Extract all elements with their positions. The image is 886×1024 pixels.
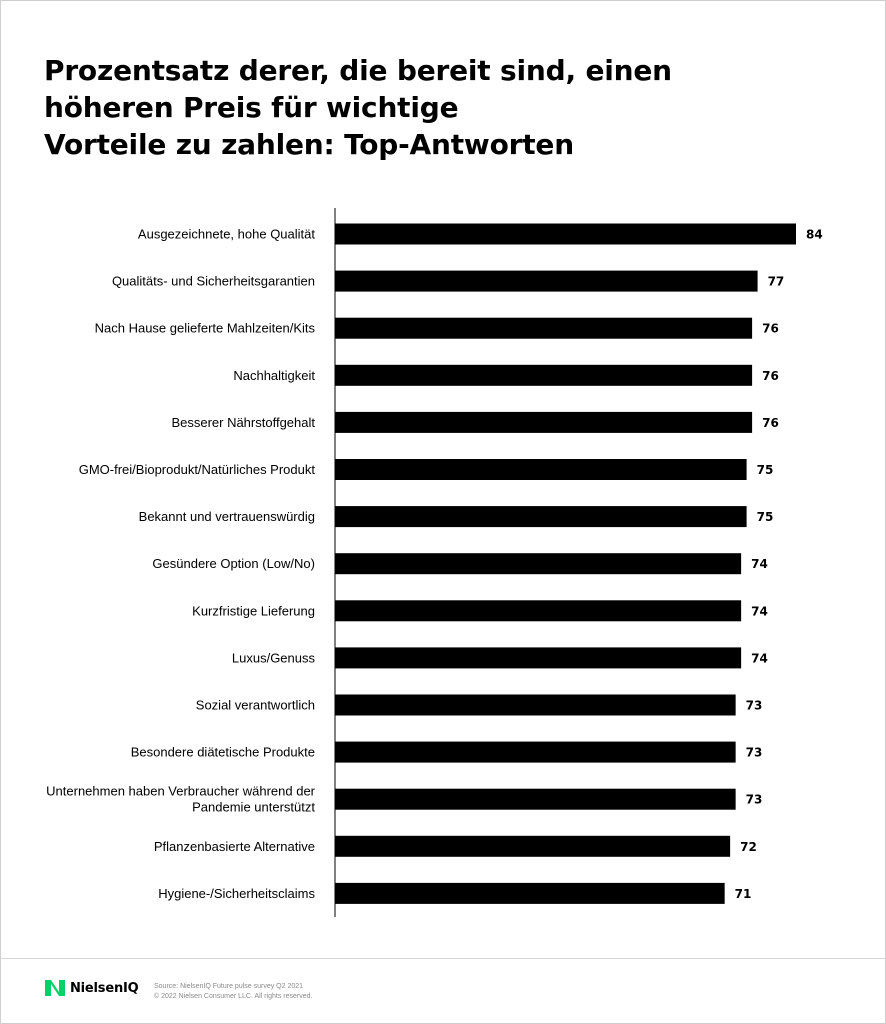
data-label: 72 (740, 840, 757, 854)
bar (335, 553, 742, 575)
data-label: 76 (762, 322, 779, 336)
category-label: GMO-frei/Bioprodukt/Natürliches Produkt (79, 462, 316, 477)
copyright-line: © 2022 Nielsen Consumer LLC. All rights … (154, 993, 313, 1000)
bar (335, 459, 747, 480)
category-label-line: Nach Hause gelieferte Mahlzeiten/Kits (95, 321, 316, 336)
category-label-line: Luxus/Genuss (232, 650, 316, 665)
data-label: 84 (806, 228, 823, 242)
data-label: 76 (762, 369, 779, 383)
category-label: Luxus/Genuss (232, 650, 316, 665)
data-label: 77 (768, 275, 785, 289)
category-label: Hygiene-/Sicherheitsclaims (158, 886, 315, 901)
category-label-line: Hygiene-/Sicherheitsclaims (158, 886, 315, 901)
category-label: Nach Hause gelieferte Mahlzeiten/Kits (95, 321, 316, 336)
data-label: 71 (735, 887, 752, 901)
data-label: 76 (762, 416, 779, 430)
data-label: 75 (757, 510, 774, 524)
bar (335, 882, 725, 904)
category-label-line: Besserer Nährstoffgehalt (171, 415, 315, 430)
category-label-line: GMO-frei/Bioprodukt/Natürliches Produkt (79, 462, 316, 477)
category-label-line: Nachhaltigkeit (233, 368, 315, 383)
bar (335, 647, 742, 669)
bar (335, 270, 758, 292)
chart-title-line-3: Vorteile zu zahlen: Top-Antworten (44, 128, 574, 161)
source-note: Source: NielsenIQ Future pulse survey Q2… (154, 982, 312, 1002)
data-label: 74 (751, 557, 768, 571)
bar (335, 364, 753, 386)
chart-title-line-1: Prozentsatz derer, die bereit sind, eine… (44, 54, 672, 87)
data-label: 73 (746, 699, 763, 713)
nielseniq-logo-icon (45, 980, 65, 996)
bar-chart: 84 Ausgezeichnete, hohe Qualität 77 Qualitä… (46, 208, 823, 917)
category-label-line: Pflanzenbasierte Alternative (154, 839, 315, 854)
category-label: Pflanzenbasierte Alternative (154, 839, 315, 854)
category-label: Besserer Nährstoffgehalt (171, 415, 315, 430)
category-label-line: Bekannt und vertrauenswürdig (139, 509, 315, 524)
category-label: Ausgezeichnete, hohe Qualität (138, 227, 315, 242)
data-label: 73 (746, 746, 763, 760)
bar (335, 788, 736, 810)
category-label: Besondere diätetische Produkte (131, 745, 315, 760)
bar (335, 223, 796, 245)
logo-text: NielsenIQ (70, 980, 139, 996)
bar (335, 506, 747, 528)
source-line: Source: NielsenIQ Future pulse survey Q2… (154, 983, 304, 990)
data-label: 74 (751, 651, 768, 665)
category-label-line: Kurzfristige Lieferung (192, 603, 315, 618)
category-label: Bekannt und vertrauenswürdig (139, 509, 315, 524)
category-label-line: Besondere diätetische Produkte (131, 745, 315, 760)
footer-divider (0, 958, 886, 959)
data-label: 75 (757, 463, 774, 477)
nielseniq-logo: NielsenIQ (44, 976, 139, 1000)
category-label: Nachhaltigkeit (233, 368, 315, 383)
chart-title: Prozentsatz derer, die bereit sind, eine… (44, 52, 844, 163)
category-label-line: Ausgezeichnete, hohe Qualität (138, 227, 315, 242)
category-label-line: Gesündere Option (Low/No) (152, 556, 315, 571)
chart-title-line-2: höheren Preis für wichtige (44, 91, 459, 124)
category-label-line: Unternehmen haben Verbraucher während de… (46, 784, 316, 799)
bar (335, 600, 742, 622)
bar (335, 411, 753, 433)
category-label-line: Qualitäts- und Sicherheitsgarantien (112, 274, 315, 289)
bar (335, 317, 753, 339)
category-label: Qualitäts- und Sicherheitsgarantien (112, 274, 315, 289)
category-label-line: Sozial verantwortlich (196, 698, 315, 713)
category-label-line: Pandemie unterstützt (192, 800, 315, 815)
bar (335, 741, 736, 763)
category-label: Gesündere Option (Low/No) (152, 556, 315, 571)
category-label: Kurzfristige Lieferung (192, 603, 315, 618)
data-label: 73 (746, 793, 763, 807)
bar (335, 835, 731, 857)
data-label: 74 (751, 604, 768, 618)
bar (335, 694, 736, 716)
category-label: Sozial verantwortlich (196, 698, 315, 713)
category-label: Unternehmen haben Verbraucher während de… (46, 784, 316, 815)
